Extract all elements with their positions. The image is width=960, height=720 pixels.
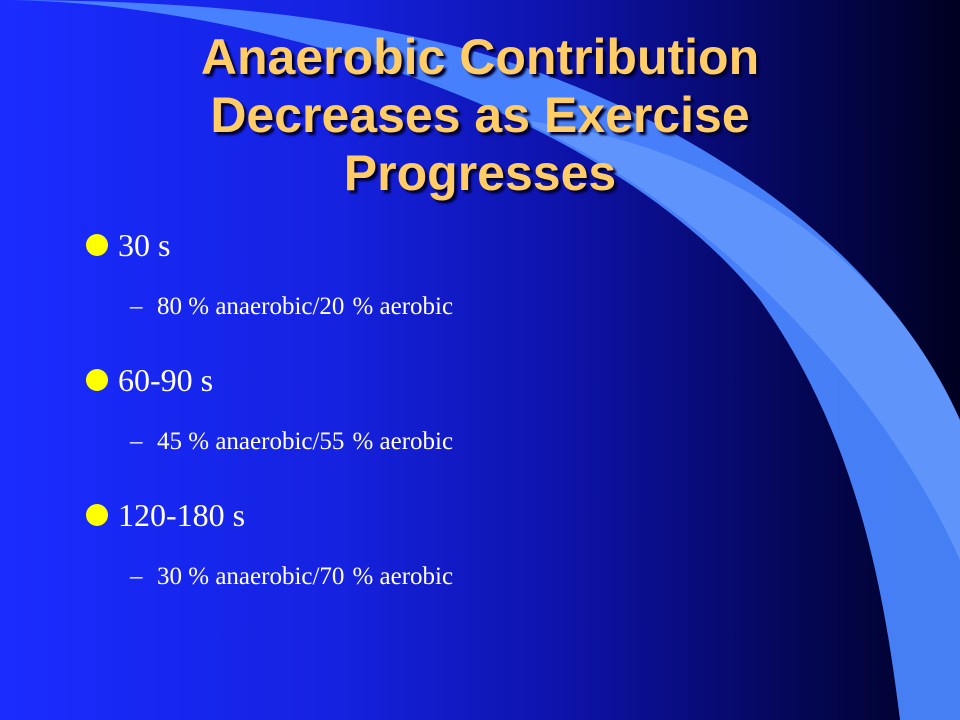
title-line-1: Anaerobic Contribution — [200, 29, 760, 85]
sub-bullet-text-part2: % aerobic — [352, 293, 454, 320]
swoosh-highlight — [520, 120, 960, 560]
bullet-dot-icon — [86, 369, 108, 391]
title-line-2: Decreases as Exercise — [210, 87, 750, 143]
sub-bullet-item: – 30 % anaerobic/70 % aerobic — [130, 562, 453, 592]
bullet-label: 60-90 s — [118, 362, 214, 398]
slide-title: Anaerobic Contribution Decreases as Exer… — [90, 28, 870, 202]
sub-bullet-text-part1: 30 % anaerobic/70 — [157, 563, 345, 590]
sub-bullet-item: – 45 % anaerobic/55 % aerobic — [130, 427, 453, 457]
sub-bullet-text-part1: 80 % anaerobic/20 — [157, 293, 345, 320]
dash-marker: – — [130, 293, 143, 320]
title-line-3: Progresses — [343, 145, 617, 201]
sub-bullet-text-part2: % aerobic — [352, 428, 454, 455]
bullet-item: 60-90 s — [86, 362, 213, 398]
dash-marker: – — [130, 428, 143, 455]
bullet-label: 30 s — [118, 227, 171, 263]
sub-bullet-text-part2: % aerobic — [352, 563, 454, 590]
sub-bullet-text-part1: 45 % anaerobic/55 — [157, 428, 345, 455]
bullet-item: 30 s — [86, 227, 170, 263]
sub-bullet-item: – 80 % anaerobic/20 % aerobic — [130, 292, 453, 322]
bullet-label: 120-180 s — [118, 497, 246, 533]
bullet-item: 120-180 s — [86, 497, 245, 533]
bullet-dot-icon — [86, 504, 108, 526]
dash-marker: – — [130, 563, 143, 590]
bullet-dot-icon — [86, 234, 108, 256]
